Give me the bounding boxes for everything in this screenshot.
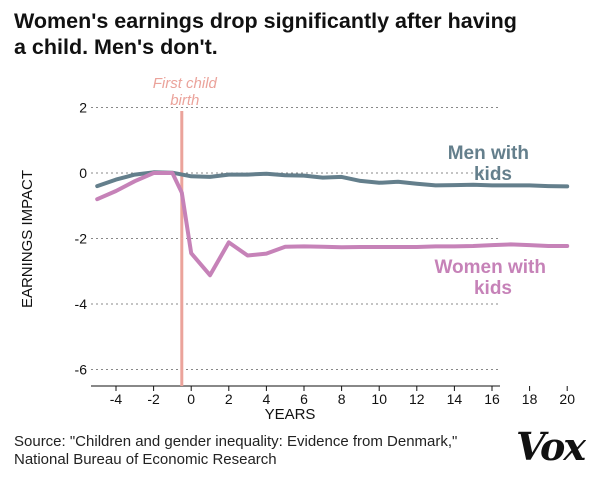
men-series-label-line2: kids	[474, 164, 512, 185]
y-tick-label: 2	[79, 100, 87, 116]
series-labels: Men with kids Women with kids	[434, 143, 546, 299]
x-tick-label: 2	[225, 391, 233, 407]
x-tick-label: 10	[371, 391, 387, 407]
y-tick-label: -6	[75, 362, 88, 378]
x-tick-label: -2	[147, 391, 160, 407]
x-tick-label: 18	[522, 391, 538, 407]
women-series-label: Women with	[434, 257, 546, 278]
y-tick-label: -4	[75, 296, 88, 312]
women-series-label-line2: kids	[474, 278, 512, 299]
first-child-birth-label-line2: birth	[170, 92, 199, 109]
first-child-birth-marker: First child birth	[153, 75, 218, 386]
svg-text:Vox: Vox	[516, 424, 586, 468]
x-tick-label: 0	[187, 391, 195, 407]
gridlines	[91, 107, 500, 370]
x-tick-label: 20	[559, 391, 575, 407]
chart-title: Women's earnings drop significantly afte…	[14, 9, 517, 59]
axes: EARNINGS IMPACT YEARS	[19, 170, 500, 423]
x-tick-label: 4	[263, 391, 271, 407]
line-chart: EARNINGS IMPACT YEARS 20-2-4-6-4 -2 0 2 4 6 8 1…	[19, 75, 576, 423]
series-lines	[95, 170, 570, 278]
y-tick-label: -2	[75, 231, 88, 247]
tick-labels: 20-2-4-6-4 -2 0 2 4 6 8 10 12 14 16 18 20	[75, 100, 576, 408]
men-series-label: Men with	[448, 143, 529, 164]
x-tick-label: 12	[409, 391, 425, 407]
first-child-birth-label: First child	[153, 75, 218, 92]
women-with-kids-line	[95, 171, 570, 278]
source-line-1: Source: "Children and gender inequality:…	[14, 433, 458, 450]
source-line-2: National Bureau of Economic Research	[14, 451, 277, 468]
men-with-kids-line	[95, 170, 570, 189]
x-tick-label: 16	[484, 391, 500, 407]
y-tick-label: 0	[79, 165, 87, 181]
source-note: Source: "Children and gender inequality:…	[14, 433, 514, 469]
x-axis-label: YEARS	[265, 406, 316, 423]
x-tick-label: 8	[338, 391, 346, 407]
x-tick-label: -4	[110, 391, 123, 407]
x-tick-label: 14	[447, 391, 463, 407]
y-axis-label: EARNINGS IMPACT	[19, 170, 36, 308]
vox-logo: Vox	[516, 424, 586, 468]
x-tick-label: 6	[300, 391, 308, 407]
